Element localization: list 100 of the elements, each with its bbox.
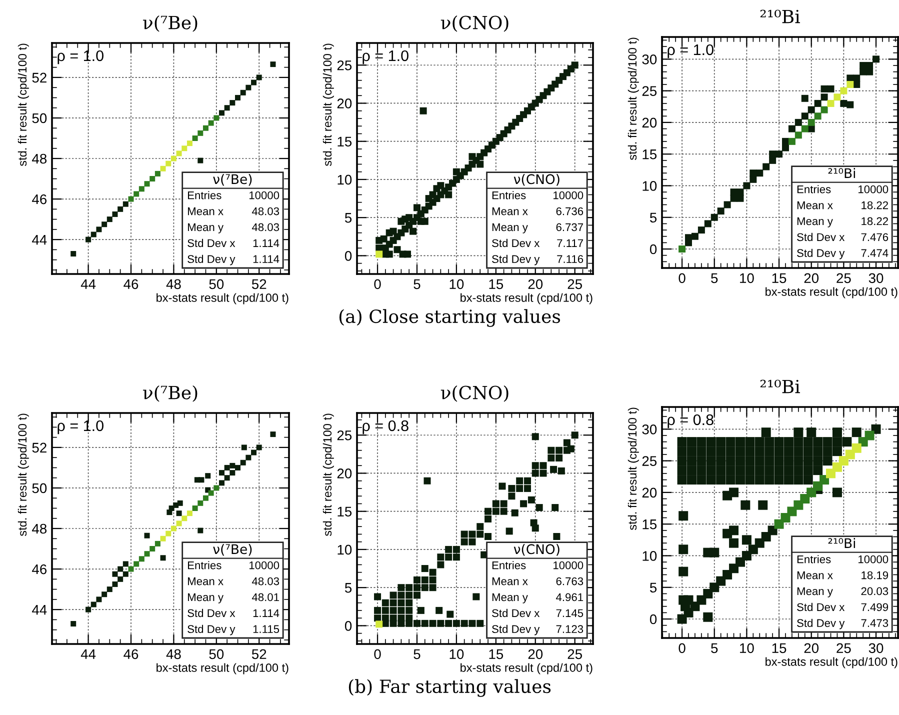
point <box>112 571 118 577</box>
point <box>230 462 236 468</box>
annotation: ρ = 0.8 <box>362 420 408 434</box>
point <box>691 232 698 240</box>
point <box>138 556 144 562</box>
y-tick-label: 50 <box>32 483 47 494</box>
y-tick-label: 10 <box>338 174 352 185</box>
point <box>710 214 718 221</box>
point <box>218 480 224 486</box>
point <box>144 181 150 187</box>
point <box>170 526 176 532</box>
annotation: Std Dev x <box>492 238 540 248</box>
point <box>198 528 204 534</box>
annotation: 7.476 <box>861 233 888 242</box>
y-tick-label: 0 <box>650 614 657 624</box>
annotation: Std Dev x <box>797 232 845 242</box>
x-tick-label: 5 <box>414 649 420 660</box>
point <box>730 188 738 196</box>
annotation: Mean x <box>797 201 833 210</box>
annotation: 1.114 <box>253 239 280 247</box>
y-axis-title: std. fit result (cpd/100 t) <box>18 44 29 166</box>
x-tick-label: 0 <box>374 279 381 290</box>
point <box>794 132 802 139</box>
x-axis-title: bx-stats result (cpd/100 t) <box>460 293 592 304</box>
y-tick-label: 48 <box>32 524 47 534</box>
point <box>776 150 783 158</box>
annotation: Mean x <box>797 571 833 580</box>
point <box>208 120 214 126</box>
point <box>782 138 789 145</box>
annotation: Std Dev y <box>797 618 845 630</box>
point <box>820 94 828 101</box>
annotation: 20.03 <box>861 587 888 596</box>
chart-title: ²¹⁰Bi <box>760 10 800 24</box>
point <box>166 510 172 516</box>
point <box>270 62 276 68</box>
annotation: 1.115 <box>253 625 280 634</box>
y-axis-title: std. fit result (cpd/100 t) <box>322 414 334 536</box>
annotation: 7.116 <box>557 255 584 264</box>
annotation: 18.19 <box>862 571 888 580</box>
point <box>102 592 108 598</box>
annotation: Std Dev y <box>492 254 540 266</box>
point <box>246 84 252 90</box>
y-tick-label: 15 <box>338 506 352 517</box>
point <box>736 194 744 202</box>
point <box>240 460 246 466</box>
y-tick-label: 5 <box>650 582 657 593</box>
point <box>176 510 182 516</box>
x-tick-label: 50 <box>209 279 224 290</box>
point <box>235 464 241 470</box>
point <box>118 206 124 212</box>
annotation: ν(⁷Be) <box>213 174 252 186</box>
annotation: Mean y <box>797 217 833 228</box>
point <box>118 566 124 572</box>
point <box>96 596 102 602</box>
x-axis-title: bx-stats result (cpd/100 t) <box>460 663 592 674</box>
point <box>150 176 156 182</box>
point <box>224 475 230 481</box>
annotation: Entries <box>492 191 526 200</box>
x-tick-label: 30 <box>868 643 884 654</box>
text: (a) Close starting values <box>339 309 560 327</box>
point <box>144 532 150 538</box>
point <box>154 540 160 546</box>
y-tick-label: 10 <box>642 551 657 561</box>
point <box>154 170 160 176</box>
annotation: Std Dev x <box>188 608 236 618</box>
annotation: Std Dev y <box>188 254 236 266</box>
annotation: ν(CNO) <box>514 544 560 556</box>
text: (b) Far starting values <box>348 679 551 697</box>
point <box>86 606 92 612</box>
annotation: 1.114 <box>253 609 280 617</box>
x-tick-label: 52 <box>252 279 266 290</box>
x-tick-label: 20 <box>528 279 543 290</box>
annotation: Entries <box>188 191 222 200</box>
annotation: 7.474 <box>861 249 888 257</box>
point <box>769 150 776 158</box>
annotation: ρ = 1.0 <box>362 50 408 64</box>
point <box>838 456 848 466</box>
point <box>144 551 150 557</box>
point <box>150 546 156 552</box>
y-tick-label: 20 <box>642 118 657 128</box>
point <box>853 80 860 88</box>
point <box>202 495 208 501</box>
y-tick-label: 20 <box>337 98 352 108</box>
point <box>160 166 166 172</box>
point <box>251 80 257 86</box>
y-tick-label: 10 <box>338 544 352 555</box>
point <box>240 90 246 96</box>
annotation: Entries <box>492 561 526 570</box>
point <box>230 100 236 106</box>
annotation: 10000 <box>858 555 888 564</box>
point <box>192 505 198 511</box>
point <box>198 158 204 164</box>
y-tick-label: 0 <box>344 251 352 261</box>
y-tick-label: 15 <box>642 150 657 160</box>
annotation: 7.473 <box>861 619 888 628</box>
point <box>814 112 822 120</box>
x-tick-label: 44 <box>80 649 96 659</box>
point <box>800 494 810 504</box>
y-axis-title: std. fit result (cpd/100 t) <box>322 44 334 166</box>
annotation: ρ = 1.0 <box>58 420 104 434</box>
